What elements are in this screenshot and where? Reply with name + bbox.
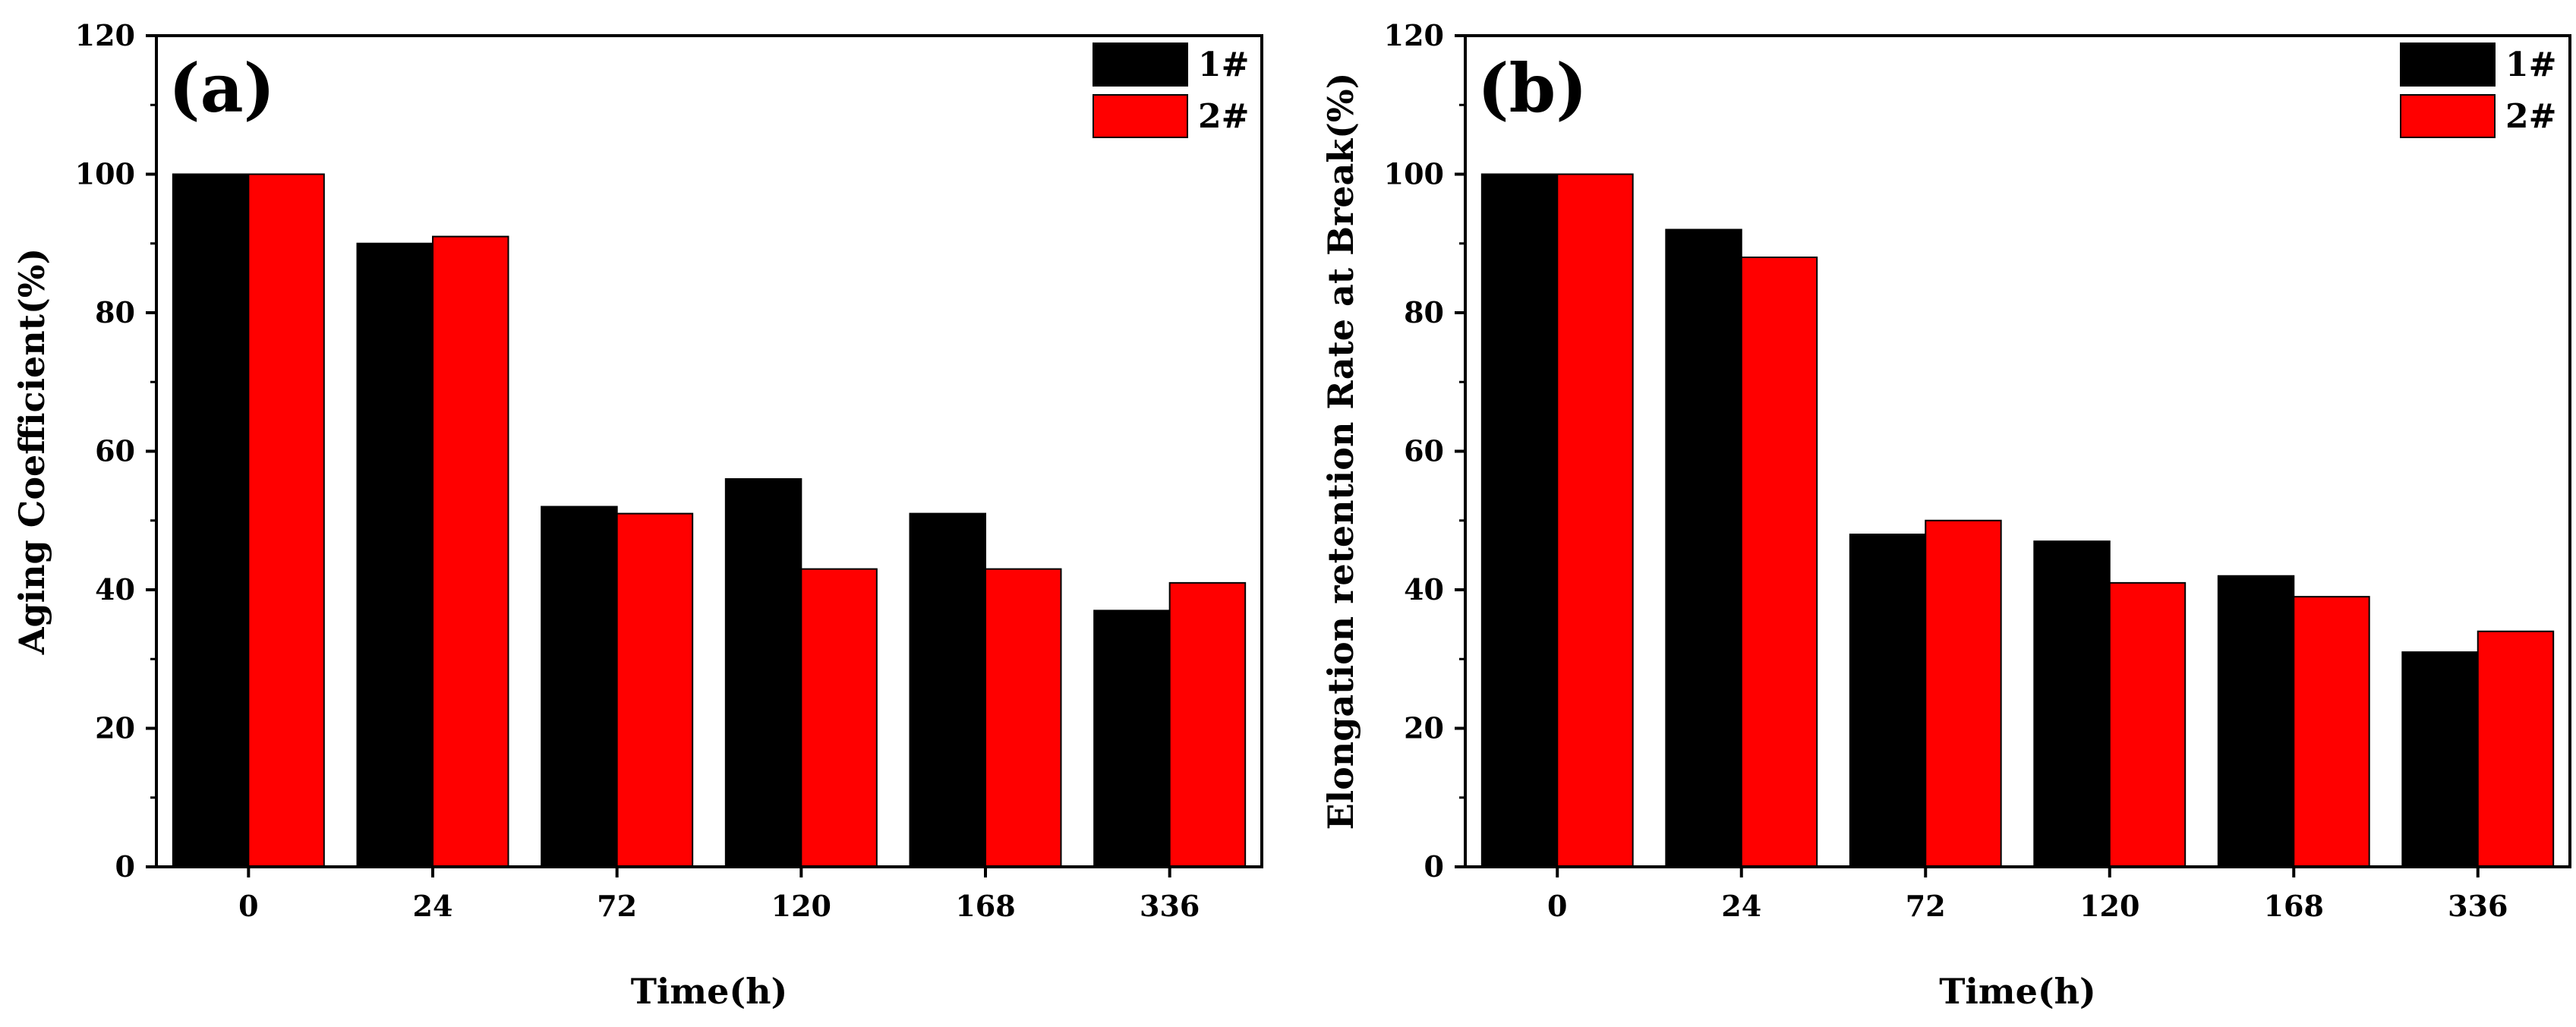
y-tick-label: 20	[95, 711, 135, 745]
y-tick-label: 80	[95, 295, 135, 329]
bar-1-120	[724, 478, 802, 868]
x-tick-label: 24	[413, 889, 453, 923]
legend-label-1: 1#	[1198, 46, 1249, 84]
bar-1-72	[541, 506, 618, 868]
bar-1-168	[2217, 575, 2295, 868]
x-axis-title: Time(h)	[1939, 971, 2096, 1012]
y-tick-label: 100	[1384, 157, 1444, 191]
bar-1-120	[2033, 540, 2111, 868]
x-axis-title: Time(h)	[631, 971, 788, 1012]
bar-2-120	[800, 568, 878, 868]
bar-1-336	[1093, 610, 1171, 868]
legend-swatch-1	[1093, 43, 1188, 87]
chart-panel-a: 0 20 40 60 80 100 120 0 24 72 120 168 336 Time(h) Agin…	[11, 18, 1263, 1012]
y-axis-title: Elongation retention Rate at Break(%)	[1320, 73, 1361, 830]
x-tick-label: 0	[1547, 889, 1567, 923]
bar-2-24	[1740, 257, 1818, 868]
x-tick-label: 72	[597, 889, 637, 923]
x-tick-label: 0	[238, 889, 258, 923]
bar-1-24	[356, 242, 434, 868]
y-tick-label: 40	[1404, 572, 1444, 606]
bar-1-0	[1480, 173, 1559, 868]
legend-swatch-2	[2400, 94, 2496, 138]
bar-2-0	[1556, 173, 1634, 868]
y-tick-label: 0	[1424, 849, 1444, 884]
bar-1-0	[172, 173, 250, 868]
x-tick-label: 72	[1906, 889, 1946, 923]
legend-swatch-1	[2400, 43, 2496, 87]
bar-1-336	[2401, 651, 2479, 868]
y-tick-label: 40	[95, 572, 135, 606]
legend-label-1: 1#	[2505, 46, 2556, 84]
bar-2-120	[2108, 581, 2187, 868]
y-tick-label: 120	[75, 18, 135, 52]
x-tick-label: 24	[1721, 889, 1761, 923]
y-axis-title: Aging Coefficient(%)	[11, 248, 52, 655]
y-tick-label: 60	[95, 434, 135, 468]
x-tick-label: 120	[2079, 889, 2139, 923]
panel-label: (b)	[1477, 49, 1588, 128]
bar-1-168	[909, 512, 987, 868]
bar-2-72	[616, 512, 694, 868]
y-tick-label: 120	[1384, 18, 1444, 52]
bar-2-24	[432, 235, 509, 868]
bar-2-0	[248, 173, 325, 868]
y-tick-label: 80	[1404, 295, 1444, 329]
bar-2-336	[2477, 630, 2555, 868]
y-tick-label: 0	[115, 849, 135, 884]
legend-label-2: 2#	[2505, 97, 2556, 136]
bar-1-72	[1849, 534, 1927, 868]
x-tick-label: 120	[771, 889, 831, 923]
legend-label-2: 2#	[1198, 97, 1249, 136]
x-tick-label: 168	[2264, 889, 2324, 923]
legend-swatch-2	[1093, 94, 1188, 138]
bar-2-168	[2293, 596, 2370, 868]
panel-label: (a)	[169, 49, 275, 128]
y-tick-label: 60	[1404, 434, 1444, 468]
bar-2-336	[1168, 581, 1247, 868]
x-tick-label: 168	[955, 889, 1015, 923]
bar-1-24	[1665, 228, 1742, 868]
y-tick-label: 100	[75, 157, 135, 191]
bar-2-168	[985, 568, 1062, 868]
y-tick-label: 20	[1404, 711, 1444, 745]
chart-panel-b: 0 20 40 60 80 100 120 0 24 72 120 168 336 Time(h) Elon…	[1320, 18, 2571, 1012]
x-tick-label: 336	[2448, 889, 2508, 923]
bar-2-72	[1925, 519, 2002, 868]
x-tick-label: 336	[1140, 889, 1200, 923]
